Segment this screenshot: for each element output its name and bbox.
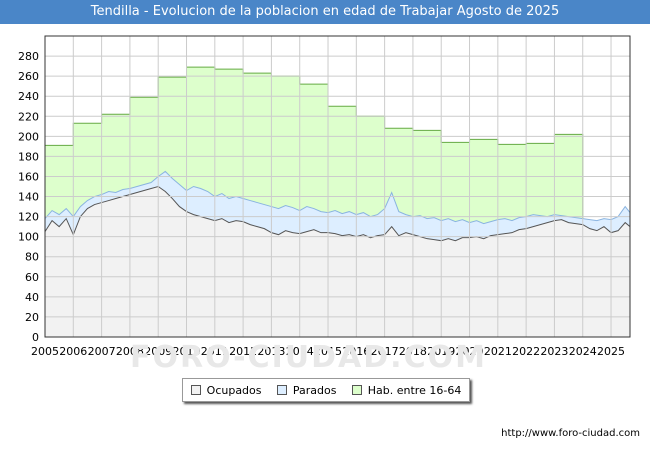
y-tick-label: 200 <box>18 130 39 143</box>
y-tick-label: 100 <box>18 231 39 244</box>
x-tick-label: 2023 <box>540 345 568 358</box>
x-tick-label: 2016 <box>342 345 370 358</box>
x-tick-label: 2008 <box>116 345 144 358</box>
series-line-ocupados <box>44 185 631 242</box>
x-tick-label: 2006 <box>59 345 87 358</box>
x-tick-label: 2022 <box>512 345 540 358</box>
plot-frame <box>44 35 631 338</box>
chart-title: Tendilla - Evolucion de la poblacion en … <box>0 0 650 24</box>
x-tick-label: 2017 <box>371 345 399 358</box>
x-tick-label: 2005 <box>31 345 59 358</box>
legend-item-parados: Parados <box>276 383 337 397</box>
y-tick-label: 180 <box>18 150 39 163</box>
legend-label-ocupados: Ocupados <box>206 383 262 397</box>
x-tick-label: 2024 <box>569 345 597 358</box>
y-tick-label: 260 <box>18 70 39 83</box>
y-tick-label: 120 <box>18 211 39 224</box>
x-tick-label: 2018 <box>399 345 427 358</box>
x-tick-label: 2009 <box>144 345 172 358</box>
x-tick-label: 2010 <box>173 345 201 358</box>
x-tick-label: 2025 <box>597 345 625 358</box>
y-tick-label: 220 <box>18 110 39 123</box>
x-tick-label: 2011 <box>201 345 229 358</box>
x-tick-label: 2013 <box>257 345 285 358</box>
legend-swatch-parados <box>276 385 287 395</box>
x-tick-label: 2020 <box>456 345 484 358</box>
watermark: FORO-CIUDAD.COM <box>130 340 487 375</box>
series-line-parados <box>44 170 631 225</box>
y-tick-label: 140 <box>18 191 39 204</box>
legend-label-parados: Parados <box>292 383 337 397</box>
legend-item-ocupados: Ocupados <box>190 383 262 397</box>
x-tick-label: 2007 <box>88 345 116 358</box>
legend-label-hab: Hab. entre 16-64 <box>367 383 462 397</box>
series-area-ocupados <box>45 186 630 337</box>
x-tick-label: 2019 <box>427 345 455 358</box>
legend-swatch-hab <box>351 385 362 395</box>
legend-swatch-ocupados <box>190 385 201 395</box>
x-tick-label: 2021 <box>484 345 512 358</box>
x-tick-label: 2015 <box>314 345 342 358</box>
y-tick-label: 20 <box>25 311 39 324</box>
legend-item-hab: Hab. entre 16-64 <box>351 383 462 397</box>
y-tick-label: 60 <box>25 271 39 284</box>
chart-legend: Ocupados Parados Hab. entre 16-64 <box>182 378 470 402</box>
y-tick-label: 0 <box>32 331 39 344</box>
y-tick-label: 240 <box>18 90 39 103</box>
y-tick-label: 160 <box>18 170 39 183</box>
x-tick-label: 2014 <box>286 345 314 358</box>
source-link[interactable]: http://www.foro-ciudad.com <box>501 428 640 439</box>
x-tick-label: 2012 <box>229 345 257 358</box>
y-tick-label: 80 <box>25 251 39 264</box>
y-tick-label: 40 <box>25 291 39 304</box>
y-tick-label: 280 <box>18 50 39 63</box>
